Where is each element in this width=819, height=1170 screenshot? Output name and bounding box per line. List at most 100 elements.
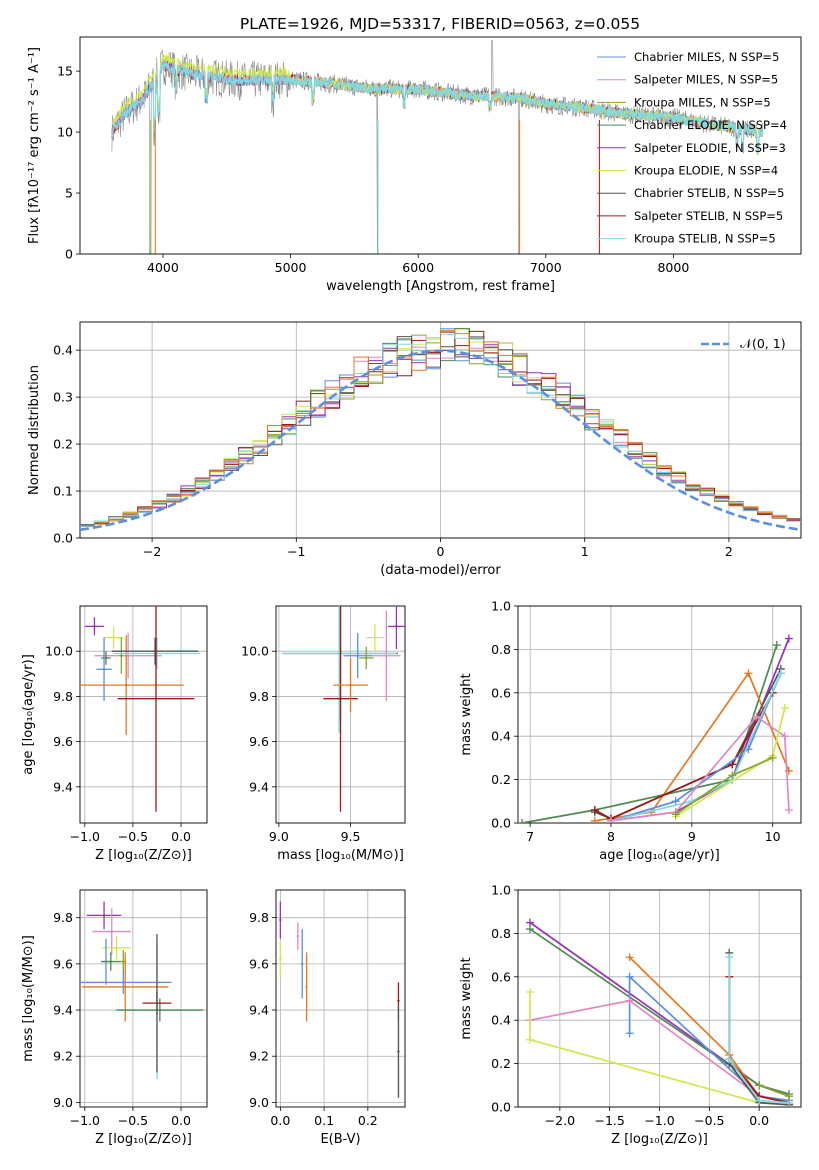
- weight-marker: [780, 732, 789, 741]
- weight-line-cmiles: [628, 974, 790, 1102]
- x-tick-label: 7: [526, 829, 534, 844]
- x-tick-label: 0.0: [270, 1113, 290, 1128]
- y-tick-label: 9.4: [53, 1003, 73, 1018]
- weight-marker: [671, 797, 680, 806]
- data-point: [93, 625, 96, 628]
- data-point: [356, 654, 359, 657]
- model-spectrum-kstelib: [111, 60, 764, 154]
- y-tick-label: 9.2: [53, 1049, 73, 1064]
- y-tick-label: 1.0: [491, 599, 511, 614]
- y-tick-label: 0.2: [491, 1056, 511, 1071]
- x-tick-label: 6000: [402, 260, 434, 275]
- x-tick-label: 0: [437, 544, 445, 559]
- x-tick-label: −1: [287, 544, 305, 559]
- x-tick-label: 9.5: [341, 829, 361, 844]
- weight-marker: [625, 953, 634, 962]
- data-point: [397, 1050, 400, 1053]
- x-tick-label: 5000: [275, 260, 307, 275]
- data-point: [337, 652, 341, 655]
- weight-marker: [768, 753, 777, 762]
- data-point: [279, 958, 282, 961]
- weight-marker: [590, 805, 599, 814]
- y-tick-label: 0.3: [53, 390, 73, 405]
- data-point: [102, 668, 106, 671]
- y-tick-label: 9.6: [249, 734, 269, 749]
- y-tick-label: 0.1: [53, 484, 73, 499]
- x-axis-label: Z [log₁₀(Z/Z⊙)]: [611, 1132, 708, 1147]
- data-point: [395, 625, 398, 628]
- y-tick-label: 0: [65, 247, 73, 262]
- plot-area: [111, 40, 764, 254]
- y-tick-label: 10.0: [241, 644, 269, 659]
- x-tick-label: −1.0: [70, 1113, 100, 1128]
- weight-marker: [784, 634, 793, 643]
- weight-marker: [671, 810, 680, 819]
- y-axis-label: mass weight: [459, 957, 474, 1039]
- data-point: [126, 654, 130, 657]
- weight-marker: [728, 771, 737, 780]
- data-point: [122, 960, 125, 963]
- weight-line-kmiles: [758, 1084, 790, 1097]
- data-point: [115, 946, 118, 949]
- weight-marker: [780, 703, 789, 712]
- legend-label: Kroupa STELIB, N SSP=5: [634, 232, 776, 246]
- normal-curve: [80, 349, 801, 532]
- x-tick-label: 0.2: [358, 1113, 378, 1128]
- data-point: [373, 636, 377, 639]
- y-tick-label: 9.2: [249, 1049, 269, 1064]
- y-tick-label: 9.4: [53, 779, 73, 794]
- weight-marker: [525, 925, 534, 934]
- data-point: [279, 918, 282, 922]
- x-tick-label: 4000: [147, 260, 179, 275]
- y-tick-label: 15: [57, 64, 73, 79]
- data-point: [296, 934, 300, 938]
- spectrum-panel: 4000 5000 6000 7000 8000 0 5 10 15 wavelength [An…: [27, 36, 802, 294]
- weight-marker: [755, 1081, 764, 1090]
- x-tick-label: −0.5: [694, 1113, 724, 1128]
- data-point: [365, 656, 368, 660]
- weight-marker: [525, 1035, 534, 1044]
- plot-area: [281, 606, 405, 812]
- x-tick-label: 1: [581, 544, 589, 559]
- data-point: [385, 654, 388, 657]
- y-tick-label: 0.0: [491, 816, 511, 831]
- x-axis-label: age [log₁₀(age/yr)]: [599, 848, 720, 863]
- legend-label: Chabrier STELIB, N SSP=5: [634, 186, 784, 200]
- y-axis-label: age [log₁₀(age/yr)]: [21, 654, 36, 775]
- weight-marker: [606, 816, 615, 823]
- legend-label: 𝒩(0, 1): [740, 336, 786, 351]
- y-axis-label: Normed distribution: [27, 365, 42, 495]
- data-point: [120, 654, 123, 657]
- data-point: [339, 697, 342, 700]
- data-point: [305, 985, 308, 989]
- y-tick-label: 0.8: [491, 926, 511, 941]
- data-point: [397, 999, 400, 1003]
- data-point: [110, 930, 113, 933]
- legend-label: Chabrier MILES, N SSP=5: [634, 50, 779, 64]
- plot-area: [80, 901, 204, 1080]
- weight-marker: [625, 996, 634, 1005]
- y-tick-label: 9.4: [249, 779, 269, 794]
- data-point: [109, 960, 112, 963]
- x-axis-label: Z [log₁₀(Z/Z⊙)]: [95, 1132, 192, 1147]
- plot-area: [525, 918, 794, 1107]
- x-tick-label: 2: [725, 544, 733, 559]
- y-tick-label: 9.8: [249, 689, 269, 704]
- y-tick-label: 9.8: [249, 910, 269, 925]
- weight-marker: [590, 816, 599, 823]
- mass-vs-extinction-panel: 0.0 0.1 0.2 9.0 9.2 9.4 9.6 9.8 E(B-V): [249, 889, 406, 1147]
- y-tick-label: 0.8: [491, 642, 511, 657]
- y-tick-label: 0.2: [53, 437, 73, 452]
- legend-label: Salpeter MILES, N SSP=5: [634, 73, 778, 87]
- x-tick-label: 9: [688, 829, 696, 844]
- weight-marker: [755, 1096, 764, 1105]
- weight-marker: [725, 953, 734, 962]
- weight-marker: [518, 819, 527, 823]
- y-tick-label: 0.6: [491, 969, 511, 984]
- y-tick-label: 9.6: [53, 956, 73, 971]
- weight-marker: [784, 805, 793, 814]
- plot-frame: [79, 36, 802, 255]
- data-point: [158, 1008, 162, 1012]
- legend-label: Salpeter STELIB, N SSP=5: [634, 209, 783, 223]
